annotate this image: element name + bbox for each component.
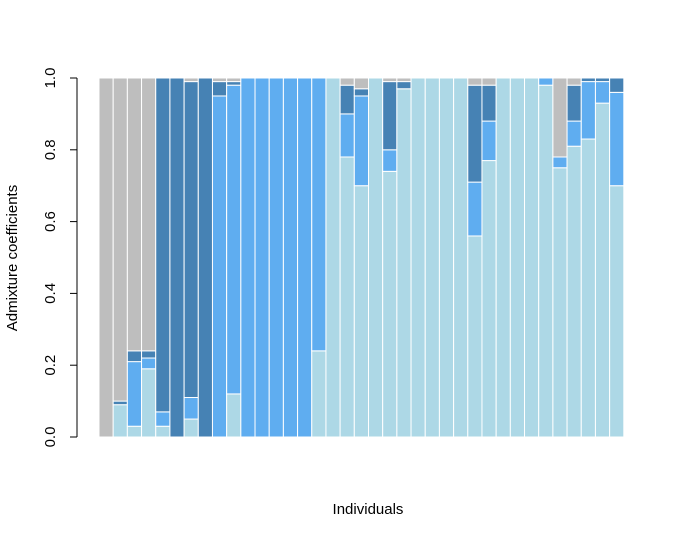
y-tick-label: 0.8 <box>42 139 59 160</box>
bar-segment <box>594 102 611 438</box>
bar-segment <box>183 397 199 420</box>
bar-segment <box>353 77 370 90</box>
bar-segment <box>155 411 171 427</box>
bar-segment <box>141 77 157 352</box>
bar-segment <box>382 81 398 151</box>
bar-segment <box>183 77 199 83</box>
bar-segment <box>538 84 554 438</box>
bar-segment <box>566 77 582 86</box>
bar-segment <box>396 81 412 90</box>
bar-segment <box>240 77 256 438</box>
y-tick-label: 0.2 <box>42 355 59 376</box>
bar-segment <box>297 77 313 438</box>
bar-segment <box>524 77 540 438</box>
bar-segment <box>339 113 355 158</box>
bar-segment <box>112 404 128 438</box>
bar-segment <box>268 77 284 438</box>
bar-segment <box>141 368 157 438</box>
bar-segment <box>126 350 143 363</box>
bar-segment <box>226 77 242 83</box>
bar-segment <box>126 361 143 427</box>
bar-segment <box>467 77 483 86</box>
bar-segment <box>566 145 582 438</box>
bar-segment <box>594 81 611 104</box>
bar-segment <box>382 170 398 438</box>
bar-segment <box>353 95 370 187</box>
bar-segment <box>396 88 412 438</box>
bar-segment <box>396 77 412 83</box>
bar-segment <box>552 167 568 438</box>
bar-segment <box>552 156 568 169</box>
x-axis-label: Individuals <box>333 501 404 518</box>
bar-segment <box>368 77 384 438</box>
bar-segment <box>382 77 398 83</box>
bar-segment <box>141 350 157 359</box>
bar-segment <box>538 77 554 86</box>
bar-segment <box>226 81 242 86</box>
bar-segment <box>339 156 355 438</box>
bar-segment <box>580 81 596 140</box>
bar-segment <box>495 77 511 438</box>
bar-segment <box>481 77 497 86</box>
bar-segment <box>509 77 526 438</box>
bar-segment <box>112 400 128 406</box>
bar-segment <box>580 138 596 438</box>
bar-segment <box>211 77 228 83</box>
bar-segment <box>481 160 497 438</box>
bar-segment <box>566 84 582 122</box>
bar-segment <box>226 393 242 438</box>
bar-segment <box>481 84 497 122</box>
bar-segment <box>580 77 596 83</box>
bar-segment <box>467 235 483 438</box>
bar-segment <box>594 77 611 83</box>
bar-segment <box>254 77 270 438</box>
y-tick-label: 0.4 <box>42 283 59 304</box>
y-axis: 0.0 0.2 0.4 0.6 0.8 1.0 <box>42 68 78 448</box>
bar-segment <box>410 77 426 438</box>
bar-segment <box>467 181 483 237</box>
bar-segment <box>126 425 143 438</box>
bar-segment <box>566 120 582 147</box>
bar-segment <box>98 77 114 438</box>
bar-segment <box>339 84 355 115</box>
bar-segment <box>353 88 370 97</box>
bar-area <box>98 77 625 438</box>
bar-segment <box>183 81 199 399</box>
bar-segment <box>211 81 228 97</box>
bar-segment <box>155 425 171 438</box>
bar-segment <box>197 77 213 438</box>
y-tick-label: 0.6 <box>42 211 59 232</box>
bar-segment <box>155 77 171 413</box>
bar-segment <box>112 77 128 402</box>
bar-segment <box>481 120 497 162</box>
y-tick-label: 0.0 <box>42 427 59 448</box>
bar-segment <box>382 149 398 172</box>
y-axis-label: Admixture coefficients <box>4 185 21 331</box>
bar-segment <box>339 77 355 86</box>
bar-segment <box>282 77 299 438</box>
bar-segment <box>453 77 469 438</box>
bar-segment <box>467 84 483 183</box>
bar-segment <box>183 418 199 438</box>
bar-segment <box>552 77 568 158</box>
bar-segment <box>311 350 327 438</box>
bar-segment <box>609 91 625 187</box>
bar-segment <box>353 185 370 438</box>
bar-segment <box>325 77 341 438</box>
bar-segment <box>609 185 625 438</box>
bar-segment <box>141 357 157 370</box>
bar-segment <box>126 77 143 352</box>
bar-segment <box>311 77 327 352</box>
bar-segment <box>424 77 440 438</box>
bar-segment <box>438 77 455 438</box>
y-tick-label: 1.0 <box>42 68 59 89</box>
bar-segment <box>211 95 228 438</box>
bar-segment <box>169 77 185 438</box>
bar-segment <box>609 77 625 93</box>
bar-segment <box>226 84 242 395</box>
